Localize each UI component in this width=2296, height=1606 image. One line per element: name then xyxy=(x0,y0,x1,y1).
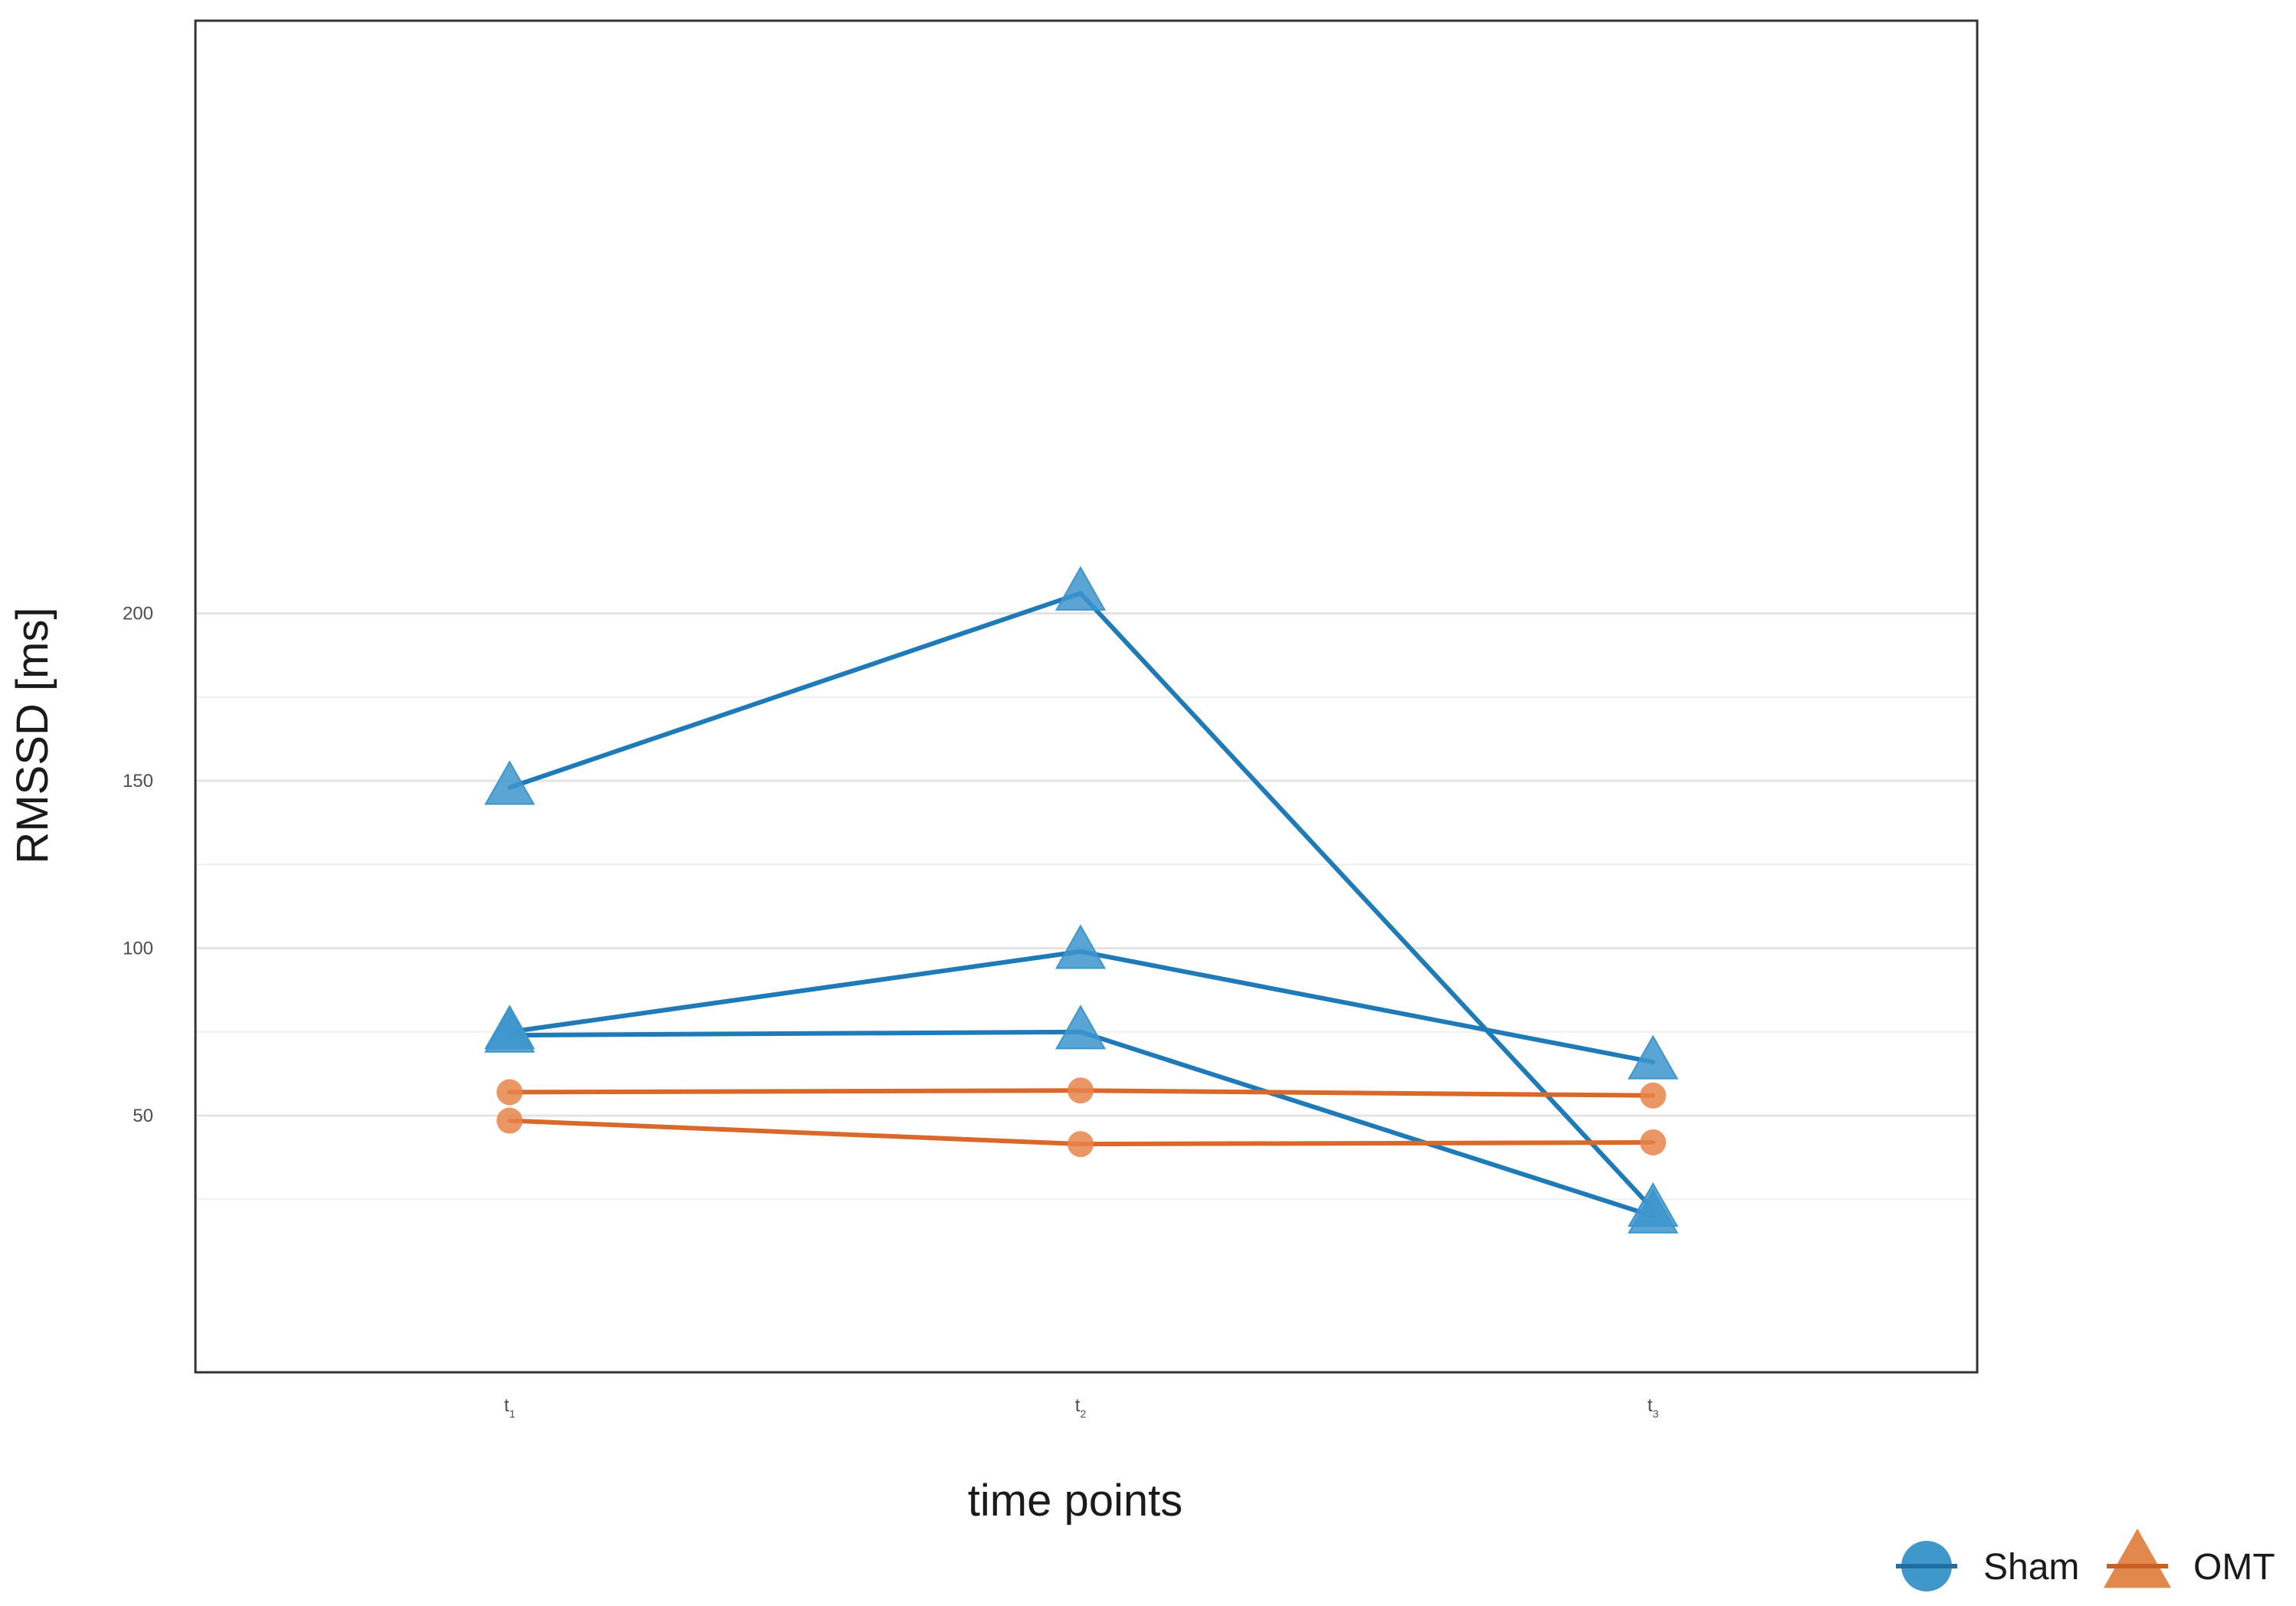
x-axis-title: time points xyxy=(968,1476,1182,1526)
data-point-triangle xyxy=(1627,1188,1679,1234)
legend-item-sham: Sham xyxy=(1896,1541,2079,1591)
legend: Sham OMT xyxy=(1896,1528,2275,1591)
y-tick-labels: 50 100 150 200 xyxy=(123,604,153,1127)
data-point-circle xyxy=(1640,1129,1666,1155)
legend-item-omt: OMT xyxy=(2103,1528,2275,1588)
data-point-triangle xyxy=(1055,565,1107,611)
data-point-triangle xyxy=(484,760,536,805)
y-tick-label: 50 xyxy=(133,1106,153,1126)
y-axis-title: RMSSD [ms] xyxy=(8,607,57,864)
x-tick-label: t2 xyxy=(1075,1395,1087,1420)
x-tick-label: t1 xyxy=(504,1395,516,1420)
legend-label: Sham xyxy=(1983,1547,2079,1588)
legend-label: OMT xyxy=(2193,1547,2275,1588)
axes xyxy=(194,19,1979,1374)
x-tick-labels: t1 t2 t3 xyxy=(504,1395,1659,1420)
legend-triangle-icon xyxy=(2103,1528,2172,1588)
series-line-omt xyxy=(507,1029,1655,1219)
data-point-triangle xyxy=(1055,1005,1107,1050)
grid xyxy=(197,612,1976,1201)
data-point-circle xyxy=(1068,1131,1094,1158)
y-tick-label: 150 xyxy=(123,771,153,792)
y-tick-label: 200 xyxy=(123,604,153,624)
data-point-triangle xyxy=(1627,1034,1679,1080)
data-point-circle xyxy=(497,1107,523,1134)
series-layer xyxy=(484,565,1679,1234)
data-point-circle xyxy=(1068,1077,1094,1104)
series-line-omt xyxy=(507,591,1655,1212)
data-point-circle xyxy=(1640,1082,1666,1109)
data-point-circle xyxy=(497,1079,523,1106)
y-tick-label: 100 xyxy=(123,939,153,959)
plot-frame xyxy=(194,19,1979,1374)
x-tick-label: t3 xyxy=(1648,1395,1659,1420)
data-point-triangle xyxy=(484,1008,536,1053)
data-point-triangle xyxy=(1055,924,1107,969)
